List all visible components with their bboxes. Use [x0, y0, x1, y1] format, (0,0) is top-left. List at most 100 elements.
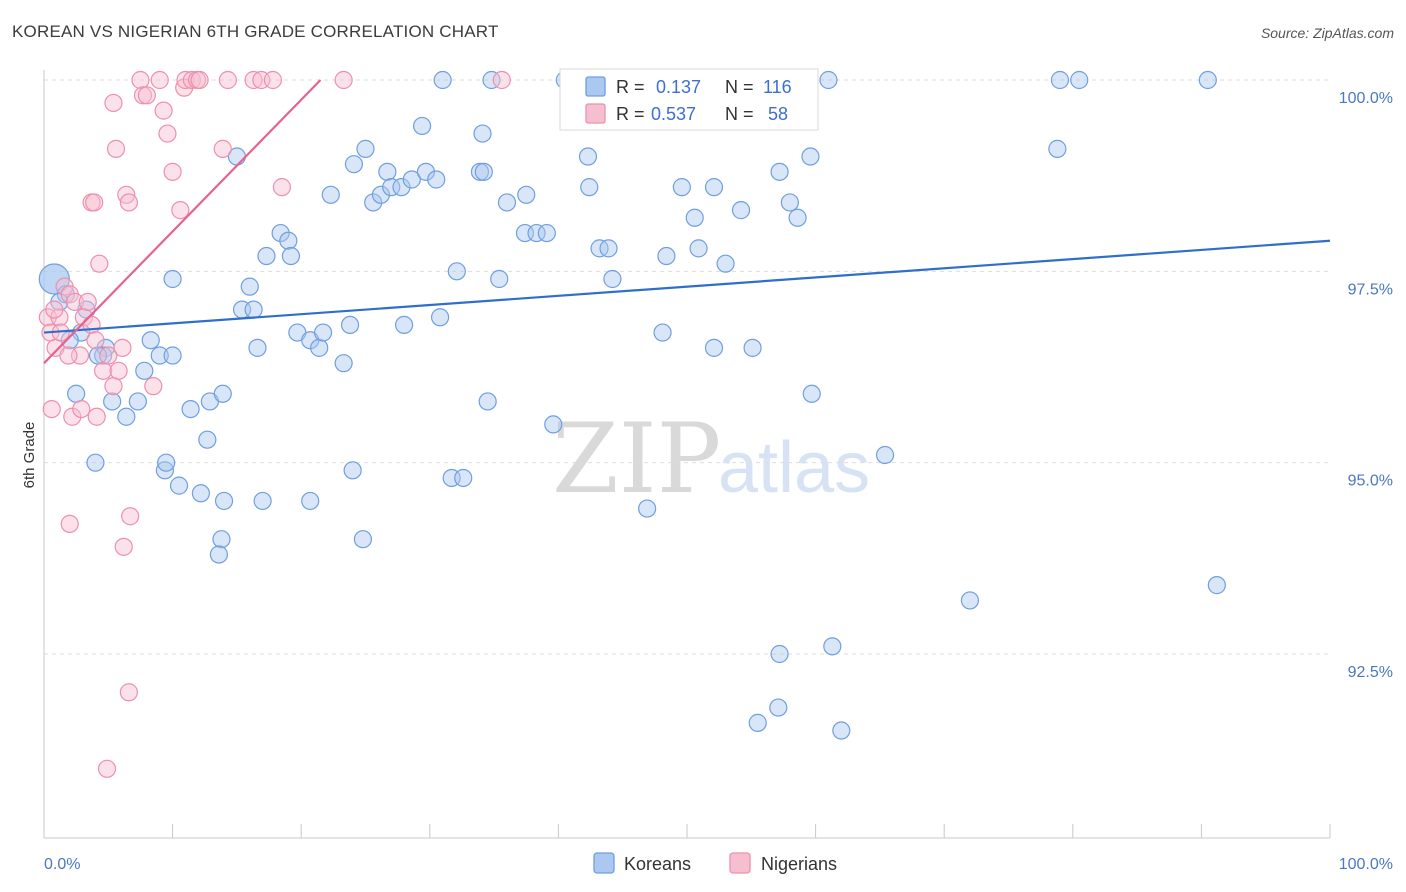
point-koreans [517, 185, 536, 204]
point-koreans [344, 155, 364, 174]
point-koreans [103, 392, 122, 411]
point-koreans [213, 384, 232, 403]
point-koreans [770, 644, 789, 664]
point-koreans [356, 139, 375, 158]
point-koreans [672, 178, 691, 197]
legend-r-label-nigerians: R = [616, 104, 645, 124]
point-koreans [780, 193, 799, 212]
point-nigerians [87, 407, 106, 426]
point-nigerians [104, 377, 123, 396]
point-koreans [430, 308, 450, 327]
bottom-legend-swatch-nigerians [729, 852, 751, 874]
point-koreans [433, 70, 452, 90]
point-nigerians [218, 70, 237, 90]
stats-legend: R = 0.137 N = 116 R = 0.537 N = 58 [559, 68, 819, 131]
point-koreans [537, 223, 556, 243]
point-koreans [340, 315, 360, 335]
point-koreans [544, 415, 563, 434]
point-nigerians [334, 70, 353, 90]
point-koreans [371, 185, 391, 204]
point-koreans [279, 231, 298, 250]
point-koreans [802, 384, 821, 403]
legend-n-value-nigerians: 58 [768, 104, 788, 124]
point-koreans [86, 453, 105, 472]
point-nigerians [82, 315, 101, 335]
point-koreans [1198, 70, 1217, 90]
point-koreans [801, 147, 820, 166]
point-koreans [191, 484, 210, 503]
point-koreans [497, 193, 517, 212]
series-legend: Koreans Nigerians [593, 852, 837, 874]
point-koreans [169, 476, 189, 495]
legend-swatch-nigerians [585, 103, 606, 124]
point-nigerians [163, 162, 182, 181]
point-koreans [427, 170, 446, 189]
point-koreans [392, 178, 411, 197]
point-nigerians [154, 101, 173, 120]
point-koreans [334, 354, 353, 373]
point-koreans [769, 698, 788, 717]
point-nigerians [109, 361, 128, 380]
point-koreans [1070, 70, 1089, 90]
point-koreans [253, 491, 272, 511]
point-nigerians [119, 683, 138, 702]
legend-r-value-nigerians: 0.537 [651, 104, 696, 124]
point-nigerians [272, 178, 292, 197]
y-tick-labels: 100.0% 97.5% 95.0% 92.5% [1339, 90, 1393, 681]
point-koreans [198, 430, 217, 449]
point-nigerians [78, 292, 97, 312]
point-koreans [394, 315, 414, 335]
source-label: Source: ZipAtlas.com [1260, 25, 1394, 41]
point-koreans [447, 262, 466, 281]
y-axis-title: 6th Grade [21, 422, 38, 489]
bottom-legend-label-koreans: Koreans [624, 854, 691, 874]
series-nigerians [38, 70, 511, 778]
point-koreans [482, 70, 501, 90]
point-nigerians [59, 346, 78, 365]
zipatlas-watermark: ZIP atlas [552, 403, 870, 515]
point-koreans [490, 269, 509, 289]
y-tick-label: 95.0% [1348, 473, 1393, 490]
point-koreans [473, 124, 492, 143]
trendline-nigerians [43, 79, 322, 364]
point-nigerians [94, 361, 113, 380]
point-koreans [364, 193, 383, 212]
point-koreans [819, 70, 838, 90]
trendline-koreans [43, 239, 1331, 334]
point-koreans [214, 491, 234, 511]
point-koreans [181, 399, 200, 419]
point-nigerians [119, 193, 138, 212]
point-koreans [832, 721, 851, 740]
point-koreans [578, 147, 598, 166]
point-koreans [240, 277, 259, 296]
point-nigerians [104, 93, 123, 113]
point-nigerians [171, 201, 190, 220]
point-nigerians [72, 399, 91, 419]
point-nigerians [190, 70, 209, 90]
point-koreans [788, 208, 807, 227]
point-koreans [1050, 70, 1070, 90]
point-koreans [716, 254, 735, 273]
point-koreans [478, 392, 497, 411]
point-koreans [653, 323, 672, 342]
point-koreans [271, 223, 290, 243]
point-koreans [402, 170, 421, 189]
point-koreans [128, 392, 147, 411]
point-koreans [1207, 576, 1226, 595]
point-nigerians [113, 338, 132, 357]
point-koreans [704, 338, 724, 357]
point-koreans [770, 162, 789, 181]
point-nigerians [121, 507, 140, 526]
point-nigerians [86, 331, 105, 350]
point-koreans [743, 338, 762, 357]
point-nigerians [45, 300, 64, 319]
legend-r-label-koreans: R = [616, 77, 645, 97]
svg-text:atlas: atlas [718, 428, 870, 508]
point-koreans [310, 338, 329, 357]
point-koreans [378, 162, 397, 181]
point-nigerians [144, 377, 163, 396]
point-koreans [470, 162, 490, 181]
point-koreans [94, 346, 113, 365]
point-koreans [599, 239, 618, 258]
